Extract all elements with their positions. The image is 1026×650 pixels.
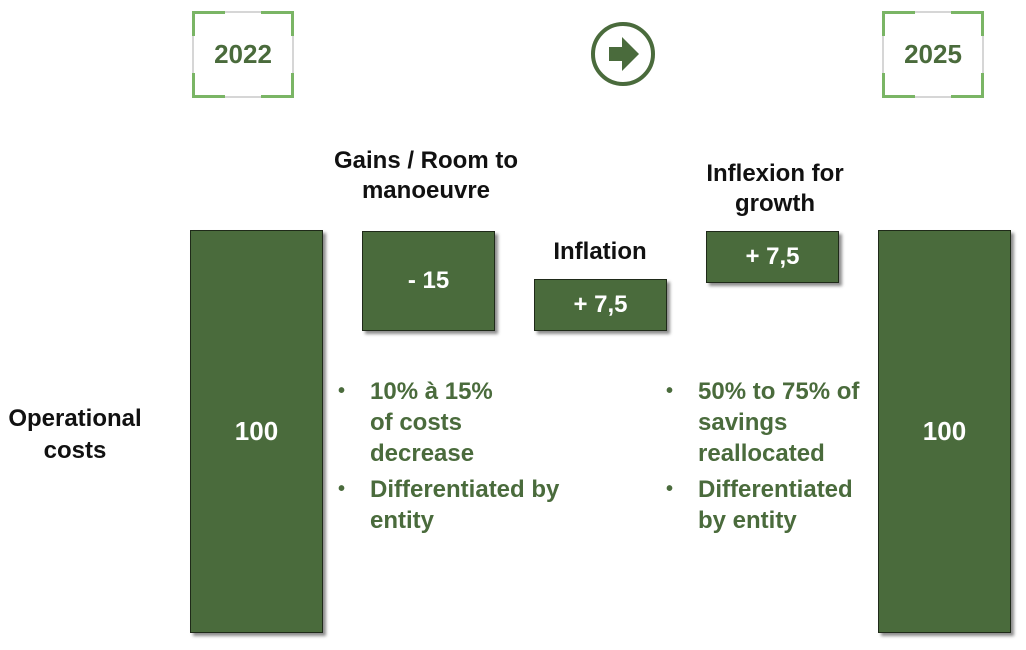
bar-growth: + 7,5	[706, 231, 839, 283]
gains-note-item: 10% à 15% of costs decrease	[338, 376, 520, 469]
row-label-operational-costs: Operational costs	[8, 405, 142, 464]
bar-gains-value: - 15	[407, 267, 450, 294]
year-start-box: 2022	[192, 11, 294, 98]
bar-inflation: + 7,5	[534, 279, 667, 331]
bar-2022-value: 100	[234, 416, 279, 446]
growth-note-item: 50% to 75% of savings reallocated	[666, 376, 883, 469]
growth-notes: 50% to 75% of savings reallocated Differ…	[666, 376, 881, 541]
bar-2025-value: 100	[922, 416, 967, 446]
bar-growth-value: + 7,5	[745, 243, 800, 270]
gains-notes: 10% à 15% of costs decrease Differentiat…	[338, 376, 560, 541]
year-end-label: 2025	[904, 39, 962, 69]
year-start-label: 2022	[214, 39, 272, 69]
gains-title: Gains / Room to manoeuvre	[333, 147, 518, 204]
bar-2022: 100	[190, 230, 323, 633]
bar-2025: 100	[878, 230, 1011, 633]
growth-note-item: Differentiated by entity	[666, 474, 883, 536]
inflation-title: Inflation	[553, 238, 647, 265]
bar-gains: - 15	[362, 231, 495, 331]
bar-inflation-value: + 7,5	[573, 291, 628, 318]
arrow-right-circle-icon	[589, 20, 657, 88]
gains-note-item: Differentiated by entity	[338, 474, 560, 536]
year-end-box: 2025	[882, 11, 984, 98]
growth-title: Inflexion for growth	[706, 160, 844, 217]
